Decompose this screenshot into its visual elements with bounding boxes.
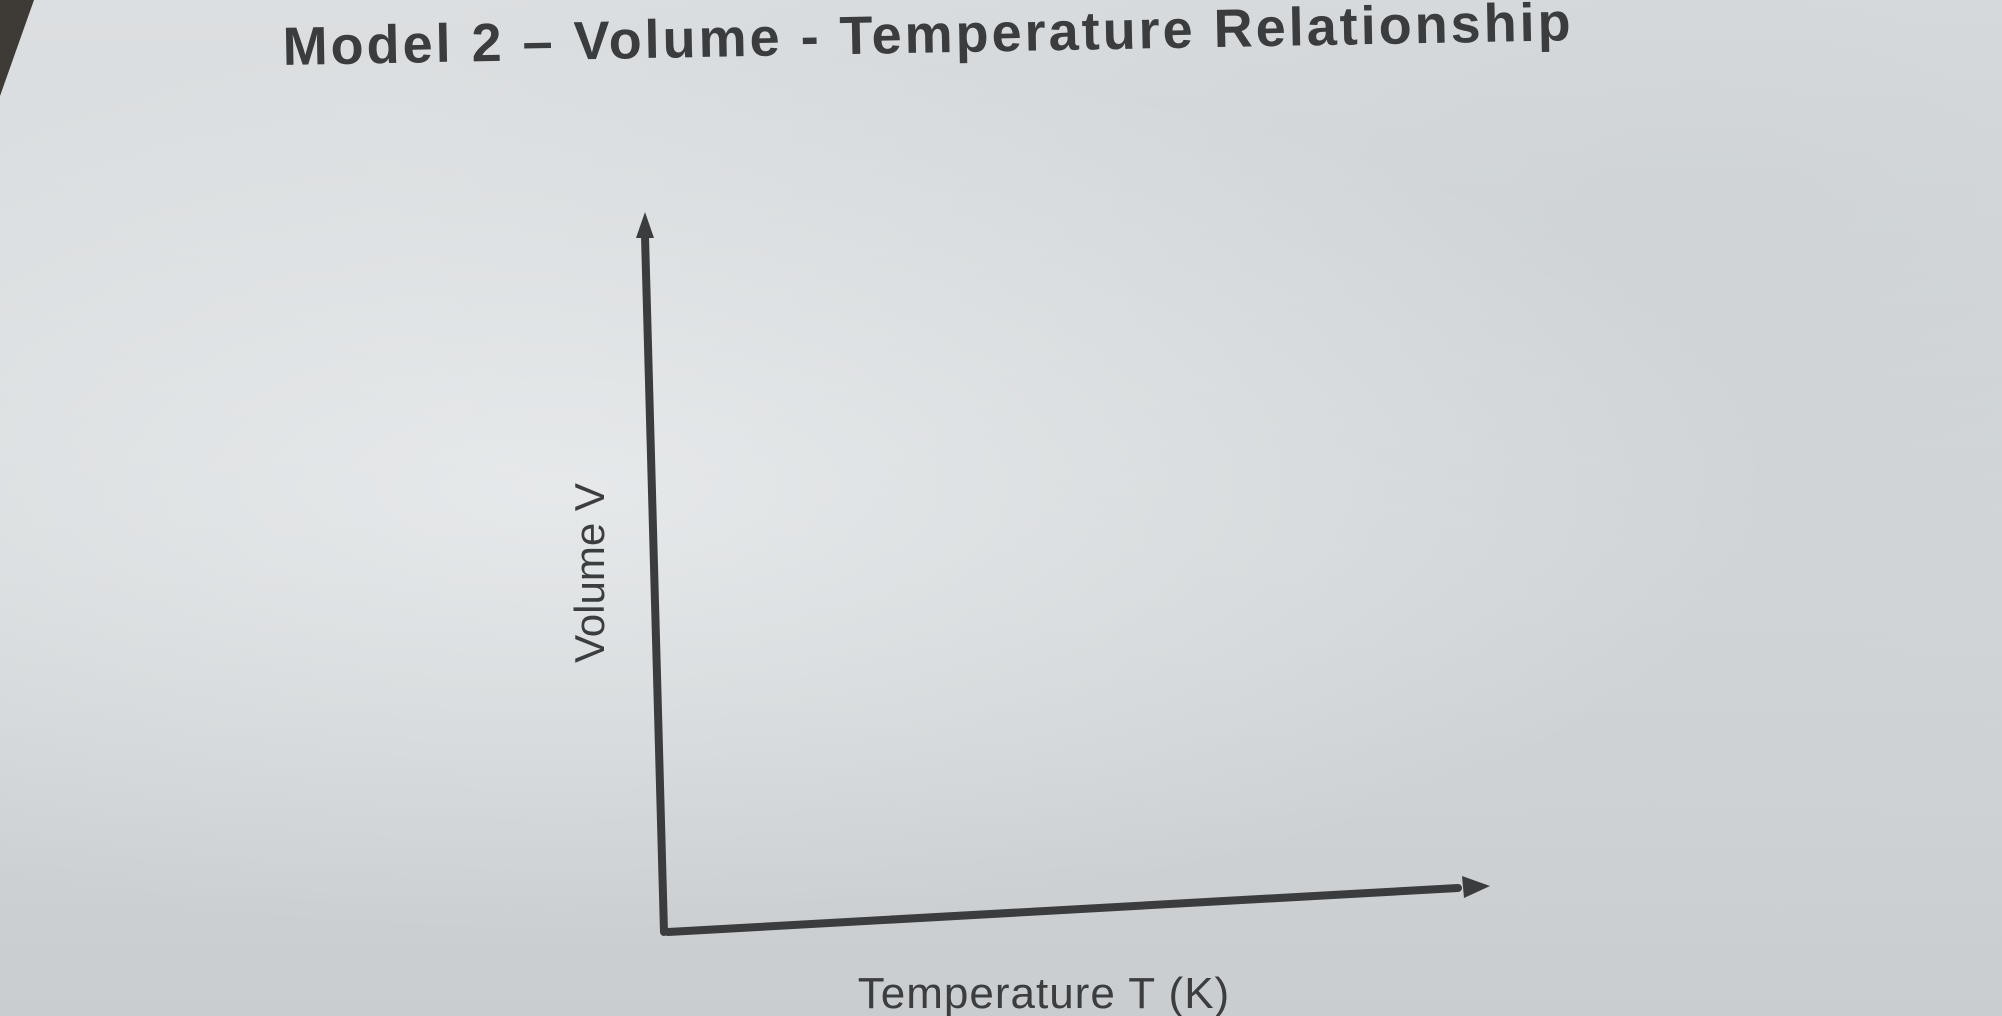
page-corner-shadow bbox=[0, 0, 34, 96]
y-axis-label: Volume V bbox=[566, 483, 613, 663]
y-axis bbox=[636, 212, 668, 936]
x-axis-label: Temperature T (K) bbox=[858, 969, 1230, 1016]
y-axis-line bbox=[641, 232, 668, 936]
x-axis-line bbox=[664, 884, 1462, 936]
y-axis-arrowhead bbox=[636, 212, 654, 238]
x-axis bbox=[664, 876, 1490, 936]
x-axis-arrowhead bbox=[1462, 876, 1490, 898]
